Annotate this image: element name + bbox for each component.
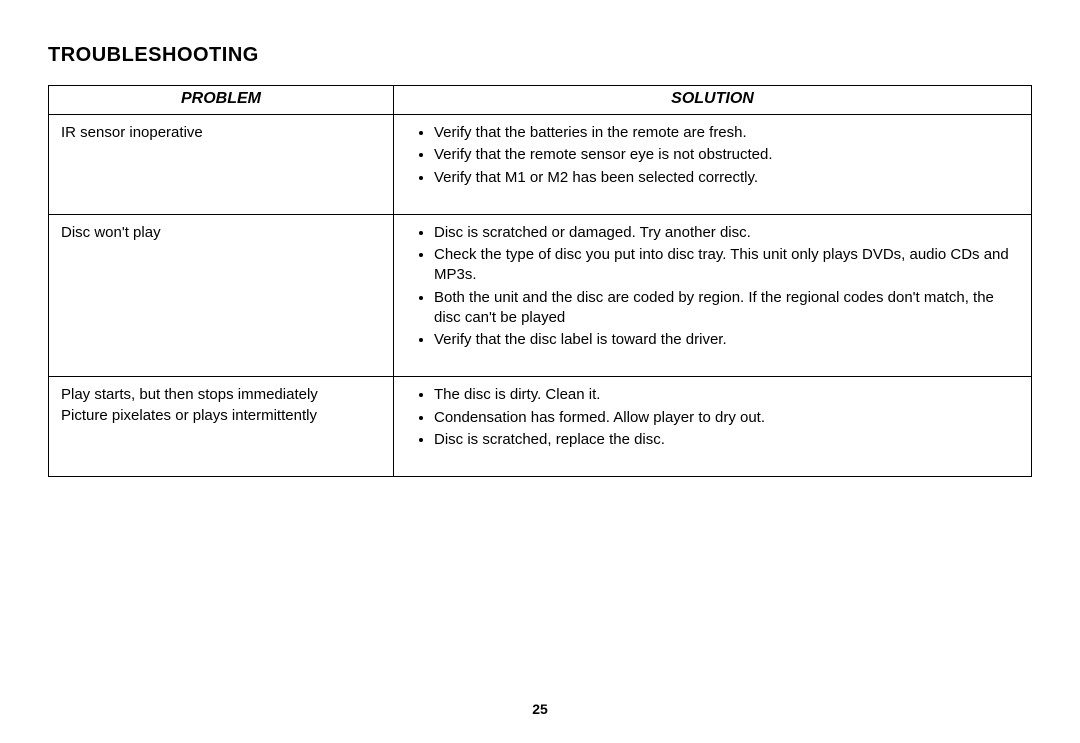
- solution-item: Verify that the remote sensor eye is not…: [434, 145, 1021, 165]
- table-row: Play starts, but then stops immediately …: [49, 377, 1032, 477]
- solution-cell: The disc is dirty. Clean it. Condensatio…: [394, 377, 1032, 477]
- solution-item: Condensation has formed. Allow player to…: [434, 408, 1021, 428]
- problem-text: Picture pixelates or plays intermittentl…: [61, 406, 383, 426]
- problem-text: IR sensor inoperative: [61, 123, 383, 143]
- column-header-solution: SOLUTION: [394, 86, 1032, 115]
- page-number: 25: [0, 701, 1080, 717]
- problem-cell: Play starts, but then stops immediately …: [49, 377, 394, 477]
- problem-text: Disc won't play: [61, 223, 383, 243]
- solution-item: The disc is dirty. Clean it.: [434, 385, 1021, 405]
- troubleshooting-table: PROBLEM SOLUTION IR sensor inoperative V…: [48, 85, 1032, 477]
- solution-list: Disc is scratched or damaged. Try anothe…: [406, 223, 1021, 351]
- problem-text: Play starts, but then stops immediately: [61, 385, 383, 405]
- problem-cell: Disc won't play: [49, 214, 394, 377]
- solution-item: Disc is scratched or damaged. Try anothe…: [434, 223, 1021, 243]
- problem-cell: IR sensor inoperative: [49, 115, 394, 215]
- column-header-problem: PROBLEM: [49, 86, 394, 115]
- solution-item: Verify that the disc label is toward the…: [434, 330, 1021, 350]
- solution-cell: Verify that the batteries in the remote …: [394, 115, 1032, 215]
- table-row: IR sensor inoperative Verify that the ba…: [49, 115, 1032, 215]
- solution-cell: Disc is scratched or damaged. Try anothe…: [394, 214, 1032, 377]
- solution-item: Check the type of disc you put into disc…: [434, 245, 1021, 286]
- solution-item: Verify that the batteries in the remote …: [434, 123, 1021, 143]
- solution-item: Verify that M1 or M2 has been selected c…: [434, 168, 1021, 188]
- page-title: TROUBLESHOOTING: [48, 44, 1032, 67]
- solution-list: Verify that the batteries in the remote …: [406, 123, 1021, 188]
- table-row: Disc won't play Disc is scratched or dam…: [49, 214, 1032, 377]
- solution-item: Both the unit and the disc are coded by …: [434, 288, 1021, 329]
- solution-item: Disc is scratched, replace the disc.: [434, 430, 1021, 450]
- solution-list: The disc is dirty. Clean it. Condensatio…: [406, 385, 1021, 450]
